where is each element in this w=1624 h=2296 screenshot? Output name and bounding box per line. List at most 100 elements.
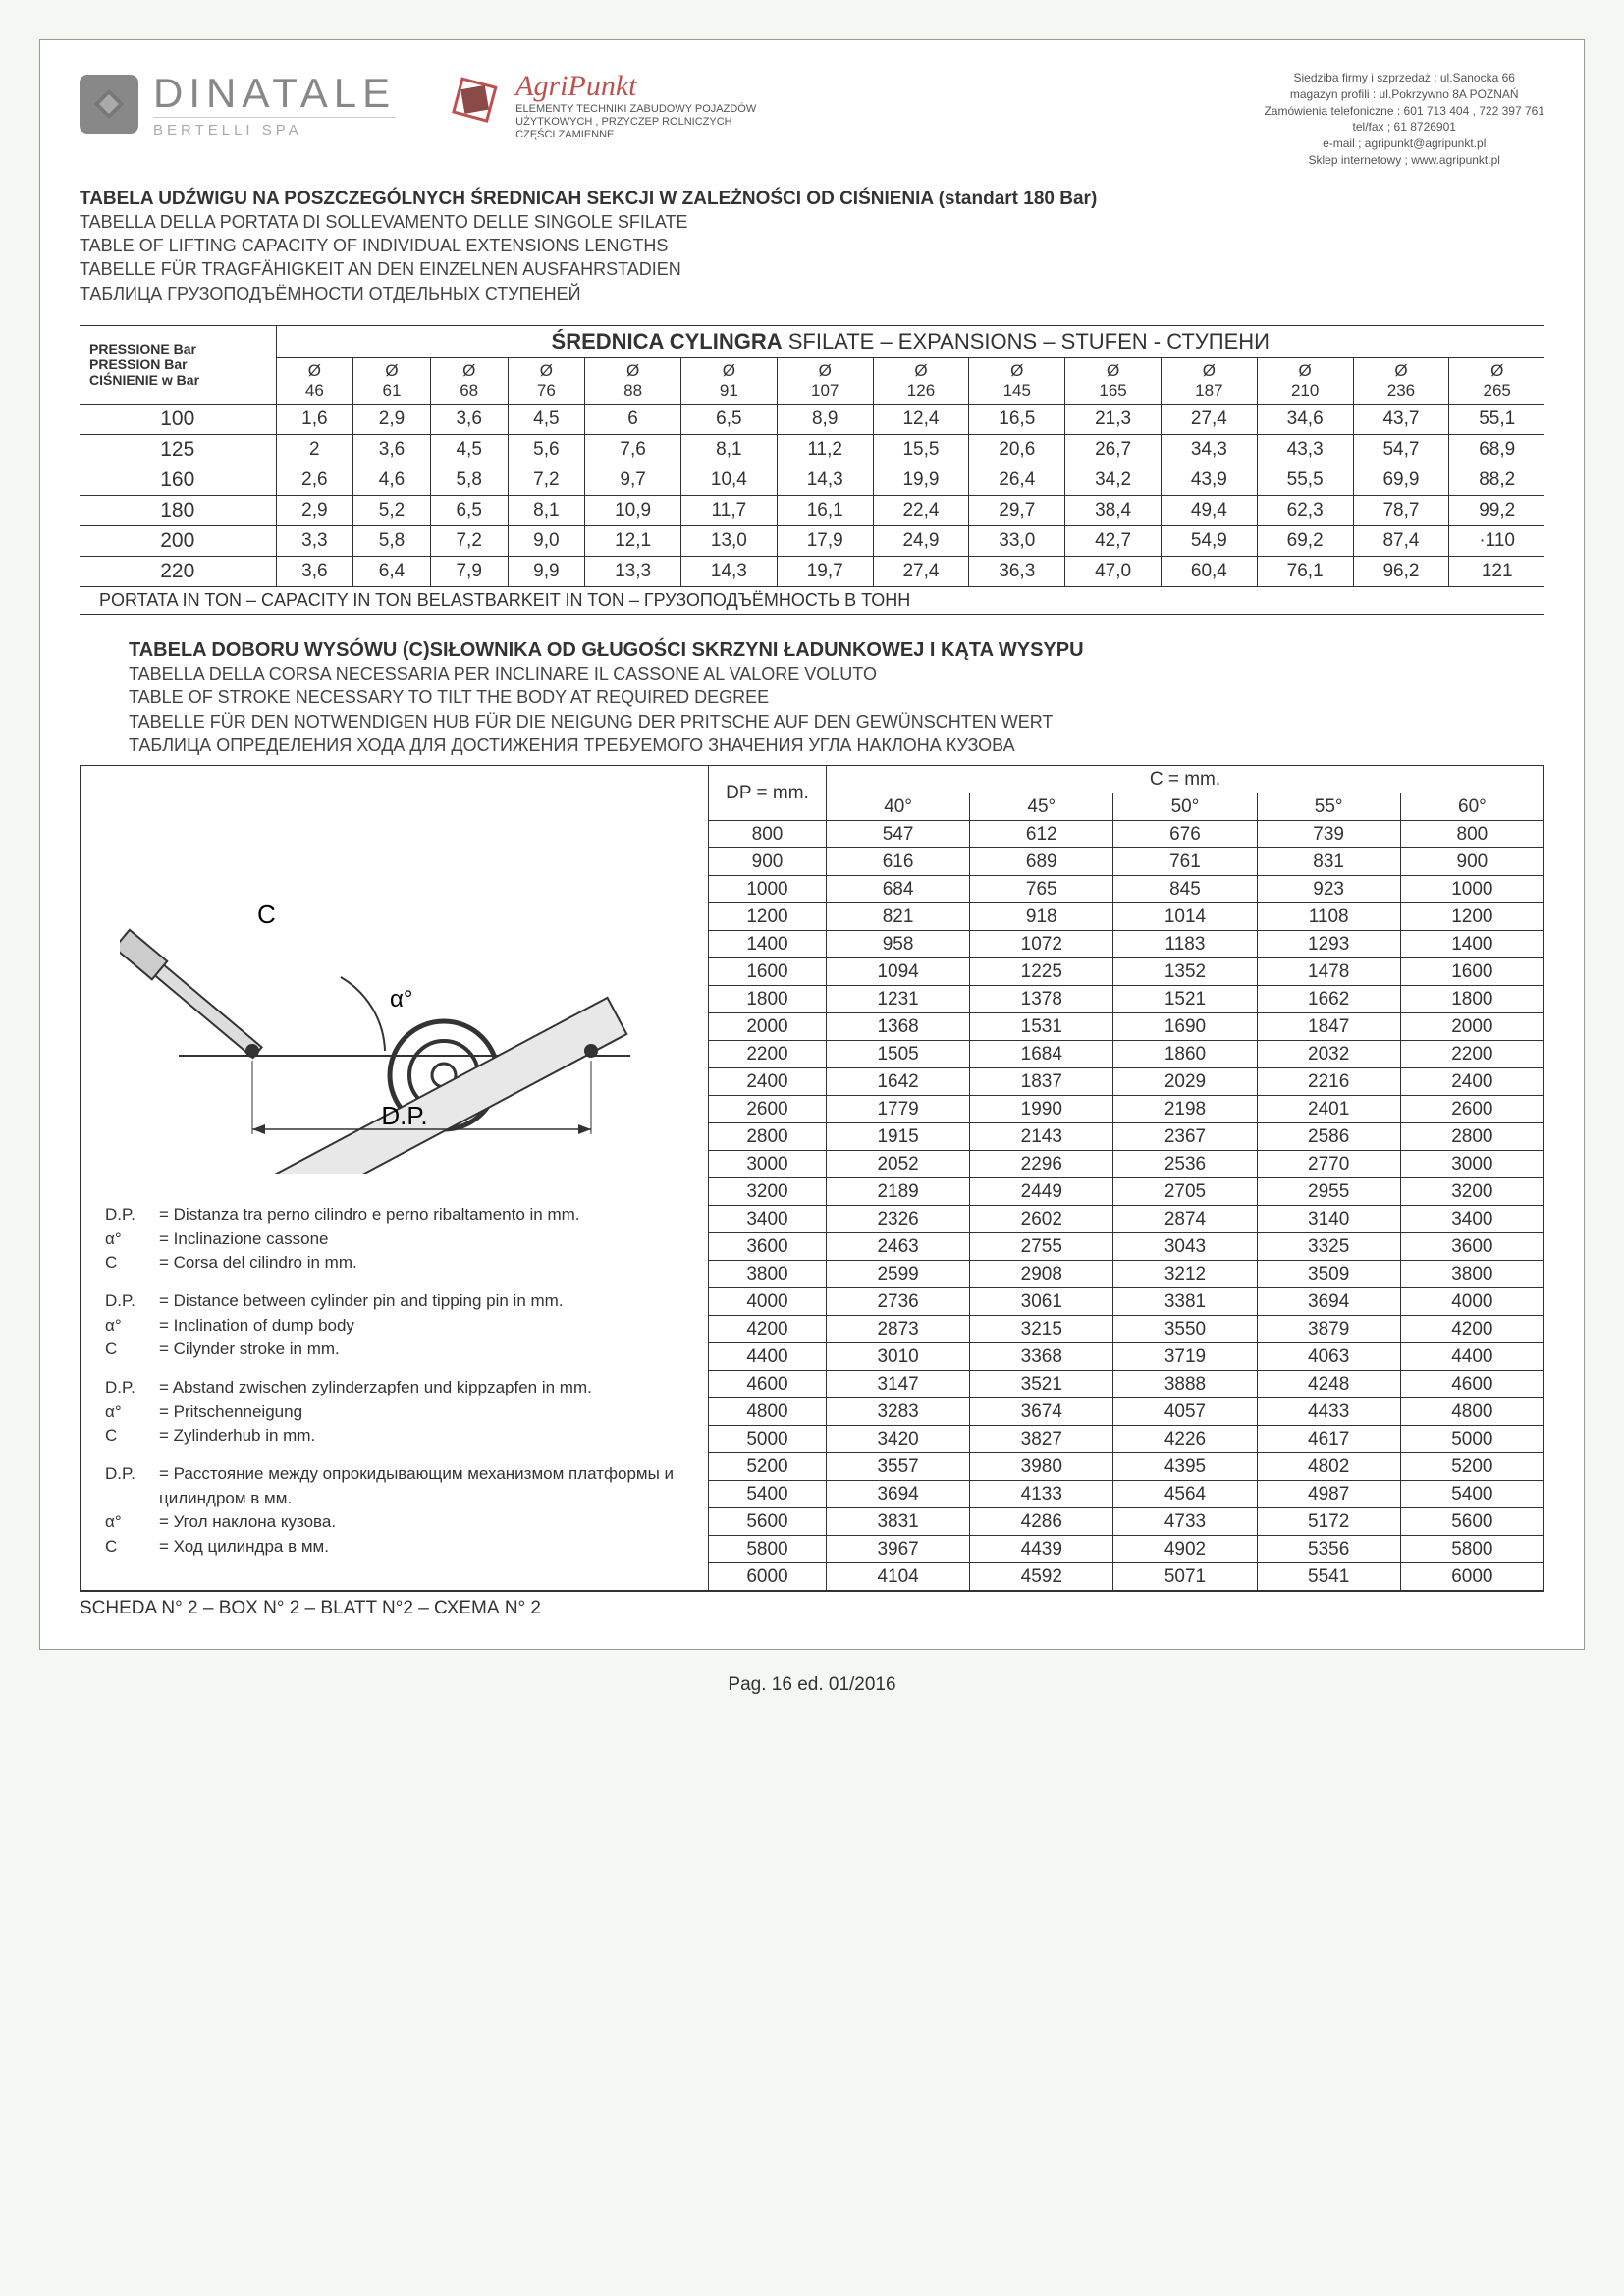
stroke-cell: 5172 (1257, 1508, 1400, 1536)
capacity-cell: 16,5 (969, 404, 1065, 434)
stroke-cell: 3147 (827, 1371, 970, 1398)
left-column: D.P. α° C D.P.= Distanza tra perno cilin… (80, 765, 708, 1591)
legend-value: = Inclination of dump body (159, 1314, 683, 1339)
legend-key: α° (105, 1400, 159, 1425)
stroke-cell: 2189 (827, 1178, 970, 1206)
stroke-cell: 4200 (1400, 1316, 1543, 1343)
capacity-cell: 5,8 (353, 525, 431, 556)
stroke-cell: 4000 (1400, 1288, 1543, 1316)
capacity-cell: 88,2 (1449, 465, 1544, 495)
stroke-cell: 1915 (827, 1123, 970, 1151)
stroke-cell: 3831 (827, 1508, 970, 1536)
diameter-cell: Ø76 (508, 357, 585, 404)
stroke-cell: 3694 (1257, 1288, 1400, 1316)
stroke-cell: 1072 (970, 931, 1113, 958)
capacity-cell: 5,8 (430, 465, 508, 495)
capacity-cell: 43,9 (1161, 465, 1257, 495)
stroke-cell: 1684 (970, 1041, 1113, 1068)
diameter-cell: Ø187 (1161, 357, 1257, 404)
capacity-cell: 27,4 (1161, 404, 1257, 434)
stroke-cell: 2200 (1400, 1041, 1543, 1068)
capacity-cell: 60,4 (1161, 556, 1257, 586)
stroke-cell: 3043 (1113, 1233, 1257, 1261)
contact-line: Sklep internetowy ; www.agripunkt.pl (1264, 152, 1544, 169)
dp-cell: 2000 (709, 1013, 827, 1041)
stroke-cell: 2000 (1400, 1013, 1543, 1041)
stroke-cell: 2449 (970, 1178, 1113, 1206)
stroke-cell: 2955 (1257, 1178, 1400, 1206)
capacity-cell: 13,3 (585, 556, 681, 586)
s1-title: TABELA UDŹWIGU NA POSZCZEGÓLNYCH ŚREDNIC… (80, 189, 1544, 210)
stroke-cell: 4248 (1257, 1371, 1400, 1398)
stroke-cell: 3600 (1400, 1233, 1543, 1261)
dp-cell: 4400 (709, 1343, 827, 1371)
pressure-hdr1: PRESSIONE Bar (89, 341, 266, 356)
stroke-cell: 3140 (1257, 1206, 1400, 1233)
stroke-cell: 5400 (1400, 1481, 1543, 1508)
dp-cell: 2200 (709, 1041, 827, 1068)
stroke-cell: 5071 (1113, 1563, 1257, 1591)
stroke-cell: 2873 (827, 1316, 970, 1343)
stroke-cell: 3212 (1113, 1261, 1257, 1288)
stroke-cell: 2602 (970, 1206, 1113, 1233)
pressure-cell: 200 (80, 525, 276, 556)
stroke-cell: 2736 (827, 1288, 970, 1316)
stroke-cell: 5000 (1400, 1426, 1543, 1453)
capacity-cell: 34,6 (1257, 404, 1353, 434)
capacity-cell: 55,1 (1449, 404, 1544, 434)
capacity-cell: 12,1 (585, 525, 681, 556)
dp-label: D.P. (381, 1101, 427, 1130)
stroke-cell: 2463 (827, 1233, 970, 1261)
capacity-cell: 69,9 (1353, 465, 1449, 495)
legend-value: = Corsa del cilindro in mm. (159, 1251, 683, 1276)
capacity-cell: 17,9 (777, 525, 873, 556)
stroke-cell: 3827 (970, 1426, 1113, 1453)
diameter-cell: Ø68 (430, 357, 508, 404)
stroke-cell: 4400 (1400, 1343, 1543, 1371)
contact-block: Siedziba firmy i szprzedaż : ul.Sanocka … (1264, 70, 1544, 169)
capacity-cell: 9,9 (508, 556, 585, 586)
capacity-cell: 34,3 (1161, 434, 1257, 465)
legend-key: D.P. (105, 1289, 159, 1314)
stroke-cell: 4286 (970, 1508, 1113, 1536)
stroke-cell: 5356 (1257, 1536, 1400, 1563)
stroke-cell: 1837 (970, 1068, 1113, 1096)
s1-sub-de: TABELLE FÜR TRAGFÄHIGKEIT AN DEN EINZELN… (80, 257, 1544, 281)
stroke-cell: 2401 (1257, 1096, 1400, 1123)
pressure-cell: 180 (80, 495, 276, 525)
dp-cell: 900 (709, 848, 827, 876)
dinatale-name: DINATALE (153, 70, 396, 117)
capacity-cell: 2,9 (353, 404, 431, 434)
legend-key: C (105, 1251, 159, 1276)
legend-value: = Ход цилиндра в мм. (159, 1535, 683, 1559)
stroke-cell: 3325 (1257, 1233, 1400, 1261)
stroke-cell: 2143 (970, 1123, 1113, 1151)
lifting-capacity-table: PRESSIONE Bar PRESSION Bar CIŚNIENIE w B… (80, 325, 1544, 615)
capacity-cell: 21,3 (1065, 404, 1162, 434)
stroke-cell: 684 (827, 876, 970, 903)
stroke-cell: 1600 (1400, 958, 1543, 986)
stroke-cell: 4902 (1113, 1536, 1257, 1563)
stroke-cell: 918 (970, 903, 1113, 931)
dp-cell: 5400 (709, 1481, 827, 1508)
stroke-cell: 1478 (1257, 958, 1400, 986)
legend-key: α° (105, 1510, 159, 1535)
agripunkt-name: AgriPunkt (515, 70, 756, 103)
stroke-cell: 1847 (1257, 1013, 1400, 1041)
stroke-cell: 3674 (970, 1398, 1113, 1426)
dp-cell: 1000 (709, 876, 827, 903)
stroke-cell: 4104 (827, 1563, 970, 1591)
stroke-cell: 2326 (827, 1206, 970, 1233)
capacity-cell: 10,9 (585, 495, 681, 525)
stroke-cell: 2908 (970, 1261, 1113, 1288)
stroke-cell: 5200 (1400, 1453, 1543, 1481)
stroke-cell: 2874 (1113, 1206, 1257, 1233)
dp-cell: 4000 (709, 1288, 827, 1316)
diameter-cell: Ø46 (276, 357, 353, 404)
s2-sub-it: TABELLA DELLA CORSA NECESSARIA PER INCLI… (129, 662, 1544, 685)
dp-cell: 3600 (709, 1233, 827, 1261)
capacity-cell: 34,2 (1065, 465, 1162, 495)
legend-key: C (105, 1535, 159, 1559)
stroke-cell: 800 (1400, 821, 1543, 848)
capacity-cell: 10,4 (680, 465, 777, 495)
